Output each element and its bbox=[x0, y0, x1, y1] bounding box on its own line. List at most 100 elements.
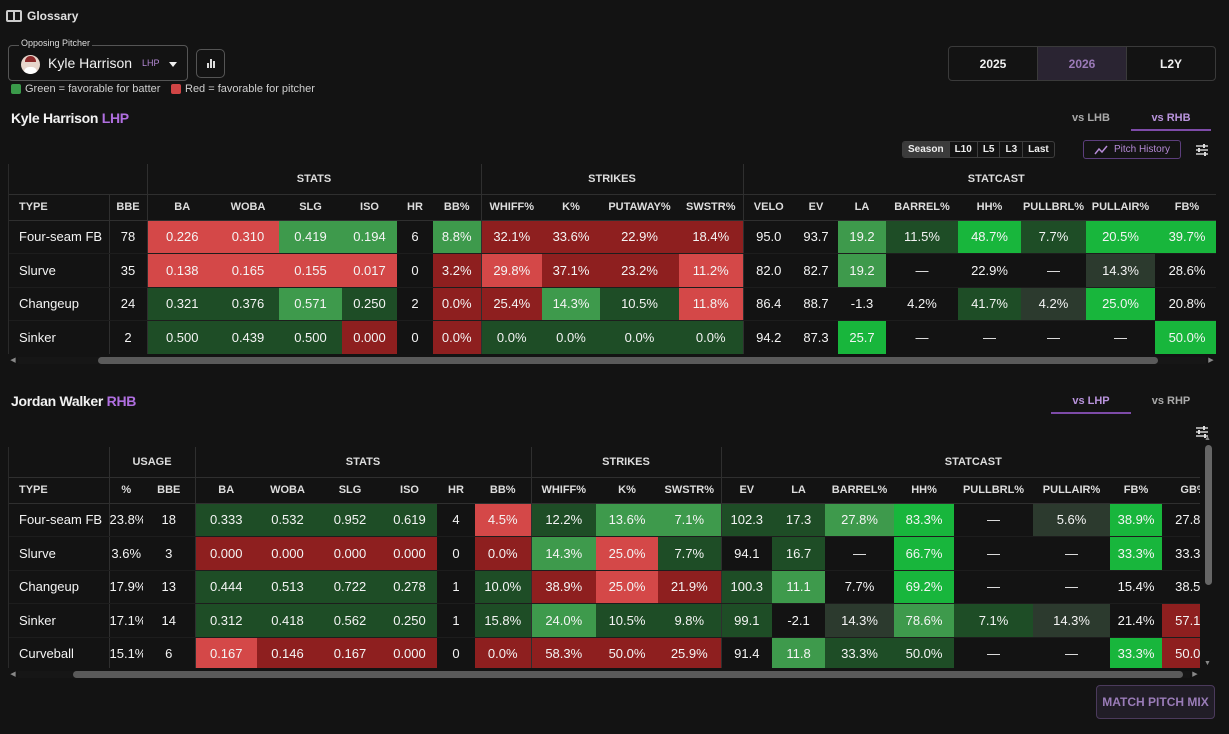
column-header-ba[interactable]: BA bbox=[146, 194, 217, 221]
batter-column-settings-icon[interactable] bbox=[1195, 425, 1209, 439]
pitcher-table-hscrollbar[interactable]: ◀ ▶ bbox=[8, 354, 1216, 366]
year-2026[interactable]: 2026 bbox=[1038, 47, 1127, 80]
batter-scroll-left-icon[interactable]: ◀ bbox=[10, 671, 16, 678]
opposing-pitcher-select[interactable]: Opposing Pitcher Kyle Harrison LHP bbox=[8, 38, 188, 81]
column-header-k-pct[interactable]: K% bbox=[596, 477, 658, 504]
cell-fb-pct: 39.7% bbox=[1155, 220, 1216, 254]
cell-hh-pct: 48.7% bbox=[958, 220, 1021, 254]
year-l2y[interactable]: L2Y bbox=[1159, 56, 1182, 71]
column-header-whiff-pct[interactable]: WHIFF% bbox=[480, 194, 542, 221]
cell-swstr-pct: 9.8% bbox=[658, 603, 722, 638]
cell-hh-pct: 50.0% bbox=[894, 637, 955, 668]
cell-barrel-pct: — bbox=[825, 536, 895, 571]
column-header-ev[interactable]: EV bbox=[720, 477, 773, 504]
column-header-k-pct[interactable]: K% bbox=[542, 194, 600, 221]
tab-vs-lhb[interactable]: vs LHB bbox=[1072, 112, 1110, 124]
cell-pullbrl-pct: — bbox=[1021, 320, 1086, 354]
cell-bb-pct: 0.0% bbox=[475, 536, 531, 571]
cell-bb-pct: 15.8% bbox=[475, 603, 531, 638]
cell-pullair-pct: 14.3% bbox=[1033, 603, 1111, 638]
column-header-swstr-pct[interactable]: SWSTR% bbox=[658, 477, 722, 504]
column-header-pullbrl-pct[interactable]: PULLBRL% bbox=[954, 477, 1034, 504]
column-header-gb-pct[interactable]: GB% bbox=[1162, 477, 1200, 504]
batter-scroll-right-icon[interactable]: ▶ bbox=[1192, 671, 1198, 678]
cell-bbe: 2 bbox=[108, 320, 147, 354]
column-header-iso[interactable]: ISO bbox=[382, 477, 437, 504]
pitch-history-button[interactable]: Pitch History bbox=[1083, 140, 1181, 159]
match-pitch-mix-button[interactable]: MATCH PITCH MIX bbox=[1096, 685, 1215, 719]
column-header-swstr-pct[interactable]: SWSTR% bbox=[679, 194, 743, 221]
season-selector: 2025 2026 L2Y bbox=[948, 46, 1216, 81]
range-l3[interactable]: L3 bbox=[1000, 142, 1024, 157]
pitcher-name: Kyle Harrison bbox=[48, 55, 133, 71]
range-last[interactable]: Last bbox=[1028, 144, 1049, 155]
column-header-ev[interactable]: EV bbox=[794, 194, 838, 221]
book-icon bbox=[6, 10, 22, 22]
column-header-pullair-pct[interactable]: PULLAIR% bbox=[1086, 194, 1155, 221]
cell-swstr-pct: 18.4% bbox=[679, 220, 743, 254]
cell-woba: 0.439 bbox=[217, 320, 279, 354]
table-row: Slurve 3.6% 3 0.000 0.000 0.000 0.000 0 0.0% 14.3… bbox=[9, 536, 1200, 571]
range-l5[interactable]: L5 bbox=[978, 142, 1001, 157]
batter-table-vscrollbar[interactable]: ▲ ▼ bbox=[1203, 435, 1213, 667]
column-header-bbe[interactable]: BBE bbox=[143, 477, 195, 504]
column-header-slg[interactable]: SLG bbox=[279, 194, 342, 221]
pitch-type-cell: Four-seam FB bbox=[9, 503, 109, 537]
column-header-hh-pct[interactable]: HH% bbox=[958, 194, 1021, 221]
chart-view-button[interactable] bbox=[196, 49, 225, 78]
column-header-ba[interactable]: BA bbox=[194, 477, 257, 504]
cell-hr: 2 bbox=[397, 287, 433, 321]
cell-la: 25.7 bbox=[838, 320, 886, 354]
column-header-type[interactable]: TYPE bbox=[9, 194, 109, 221]
column-header-barrel-pct[interactable]: BARREL% bbox=[886, 194, 958, 221]
column-header-type[interactable]: TYPE bbox=[9, 477, 109, 504]
column-header-whiff-pct[interactable]: WHIFF% bbox=[530, 477, 596, 504]
scroll-up-icon[interactable]: ▲ bbox=[1204, 435, 1211, 442]
column-header-bb-pct[interactable]: BB% bbox=[433, 194, 481, 221]
batter-stats-table: USAGE STATS STRIKES STATCAST TYPE% BBE BA WOBA S… bbox=[9, 447, 1200, 668]
column-header-woba[interactable]: WOBA bbox=[257, 477, 318, 504]
cell-barrel-pct: — bbox=[886, 253, 958, 288]
column-header-pullair-pct[interactable]: PULLAIR% bbox=[1033, 477, 1111, 504]
cell-la: -1.3 bbox=[838, 287, 886, 321]
column-header-fb-pct[interactable]: FB% bbox=[1110, 477, 1163, 504]
cell-hr: 1 bbox=[437, 603, 475, 638]
column-header-hh-pct[interactable]: HH% bbox=[894, 477, 955, 504]
column-header-putaway-pct[interactable]: PUTAWAY% bbox=[600, 194, 679, 221]
cell-k-pct: 25.0% bbox=[596, 536, 658, 571]
cell-pullair-pct: — bbox=[1033, 570, 1111, 604]
year-2025[interactable]: 2025 bbox=[949, 47, 1038, 80]
tab-vs-rhp[interactable]: vs RHP bbox=[1151, 395, 1191, 407]
column-header-hr[interactable]: HR bbox=[397, 194, 433, 221]
scroll-down-icon[interactable]: ▼ bbox=[1204, 660, 1211, 667]
column-header-pullbrl-pct[interactable]: PULLBRL% bbox=[1021, 194, 1086, 221]
column-header-hr[interactable]: HR bbox=[437, 477, 475, 504]
batter-table-hscrollbar[interactable]: ◀ ▶ bbox=[8, 668, 1200, 680]
column-header-slg[interactable]: SLG bbox=[318, 477, 382, 504]
scroll-left-icon[interactable]: ◀ bbox=[10, 357, 16, 364]
column-header-iso[interactable]: ISO bbox=[342, 194, 397, 221]
cell-ba: 0.000 bbox=[194, 536, 257, 571]
scroll-right-icon[interactable]: ▶ bbox=[1208, 357, 1214, 364]
column-header-fb-pct[interactable]: FB% bbox=[1155, 194, 1216, 221]
cell-woba: 0.513 bbox=[257, 570, 318, 604]
tab-vs-rhb[interactable]: vs RHB bbox=[1131, 107, 1211, 131]
column-header-woba[interactable]: WOBA bbox=[217, 194, 279, 221]
cell-la: -2.1 bbox=[772, 603, 826, 638]
glossary-label: Glossary bbox=[27, 9, 79, 23]
cell-slg: 0.167 bbox=[318, 637, 382, 668]
column-header-la[interactable]: LA bbox=[772, 477, 826, 504]
column-header-bbe[interactable]: BBE bbox=[108, 194, 147, 221]
column-group-stats: STATS bbox=[194, 447, 531, 478]
column-header-velo[interactable]: VELO bbox=[742, 194, 794, 221]
range-l10[interactable]: L10 bbox=[950, 142, 978, 157]
column-header-la[interactable]: LA bbox=[838, 194, 886, 221]
range-season[interactable]: Season bbox=[903, 142, 950, 157]
tab-vs-lhp[interactable]: vs LHP bbox=[1051, 390, 1131, 414]
column-header-barrel-pct[interactable]: BARREL% bbox=[825, 477, 895, 504]
column-header-pct[interactable]: % bbox=[108, 477, 143, 504]
glossary-link[interactable]: Glossary bbox=[6, 8, 78, 24]
column-settings-icon[interactable] bbox=[1195, 143, 1209, 157]
column-header-bb-pct[interactable]: BB% bbox=[475, 477, 531, 504]
cell-gb-pct: 50.0% bbox=[1162, 637, 1200, 668]
